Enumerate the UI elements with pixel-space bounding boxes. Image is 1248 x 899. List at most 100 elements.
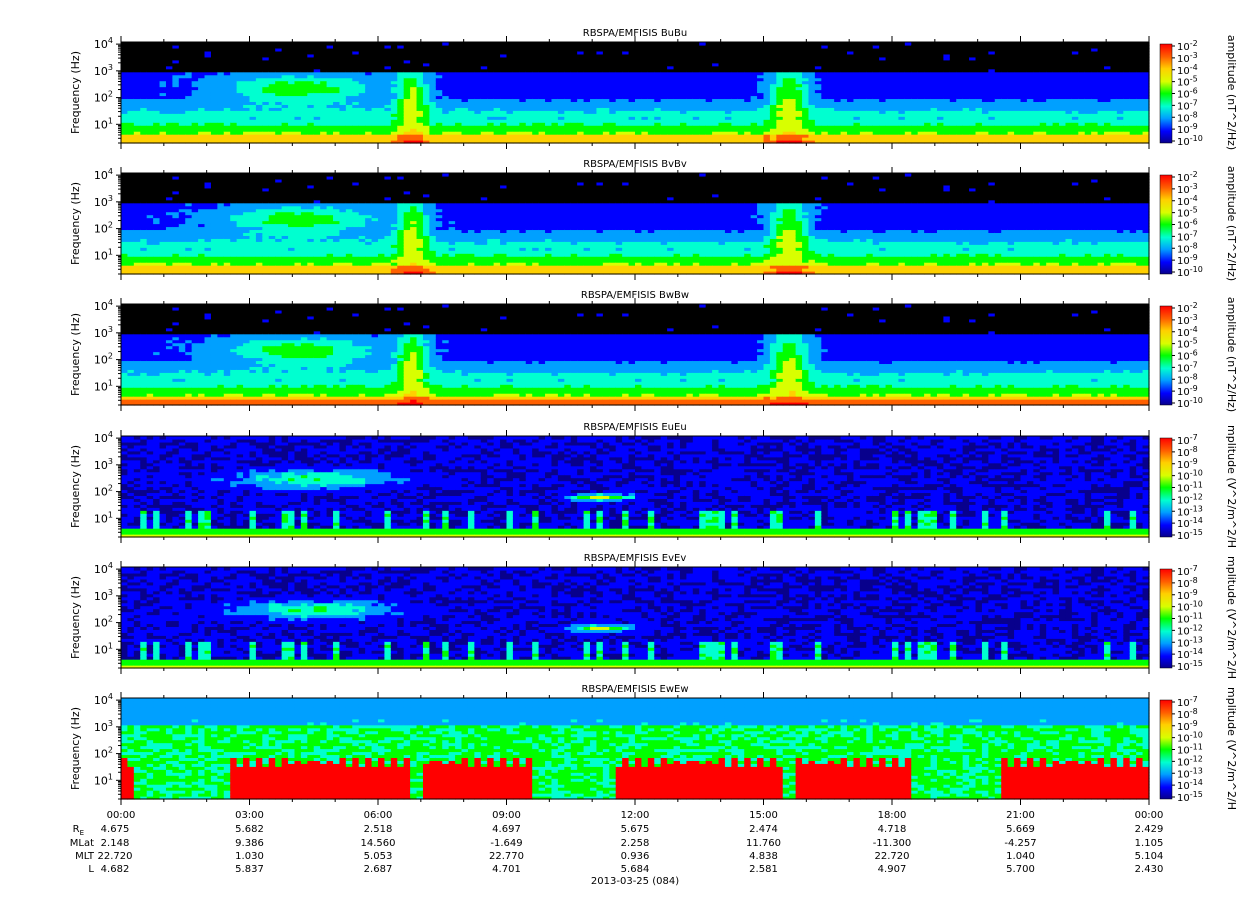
spectrogram-cell xyxy=(706,42,713,46)
spectrogram-cell xyxy=(699,42,706,46)
spectrogram-cell xyxy=(526,42,533,46)
spectrogram-cell xyxy=(455,42,462,46)
spectrogram-cell xyxy=(616,42,623,46)
spectrogram-cell xyxy=(147,42,154,46)
spectrogram-cell xyxy=(262,42,269,46)
spectrogram-cell xyxy=(404,42,411,46)
spectrogram-cell xyxy=(564,42,571,46)
spectrogram-cell xyxy=(609,42,616,46)
spectrogram-cell xyxy=(725,42,732,46)
spectrogram-cell xyxy=(121,42,128,46)
spectrogram-cell xyxy=(674,42,681,46)
spectrogram-cell xyxy=(288,42,295,46)
spectrogram-cell xyxy=(686,42,693,46)
spectrogram-cell xyxy=(719,42,726,46)
spectrogram-cell xyxy=(205,42,212,46)
spectrogram-cell xyxy=(127,42,134,46)
spectrogram-cell xyxy=(654,42,661,46)
spectrogram-cell xyxy=(166,42,173,46)
spectrogram-cell xyxy=(532,42,539,46)
spectrogram-cell xyxy=(282,42,289,46)
spectrogram-cell xyxy=(629,42,636,46)
spectrogram-cell xyxy=(301,42,308,46)
spectrogram-cell xyxy=(192,42,199,46)
spectrogram-cell xyxy=(269,42,276,46)
spectrogram-cell xyxy=(185,42,192,46)
spectrogram-cell xyxy=(436,42,443,46)
spectrogram-cell xyxy=(140,42,147,46)
spectrogram-cell xyxy=(487,42,494,46)
spectrogram-cell xyxy=(307,42,314,46)
spectrogram-cell xyxy=(757,42,764,46)
spectrogram-cell xyxy=(590,42,597,46)
spectrogram-cell xyxy=(693,42,700,46)
spectrogram-cell xyxy=(410,42,417,46)
spectrogram-cell xyxy=(494,42,501,46)
spectrogram-cell xyxy=(783,42,790,46)
spectrogram-cell xyxy=(519,42,526,46)
spectrogram-cells xyxy=(121,42,1150,144)
spectrogram-cell xyxy=(571,42,578,46)
spectrogram-cell xyxy=(770,42,777,46)
spectrogram-cell xyxy=(622,42,629,46)
spectrogram-cell xyxy=(648,42,655,46)
spectrogram-cell xyxy=(731,42,738,46)
spectrogram-cell xyxy=(468,42,475,46)
spectrogram-cell xyxy=(397,42,404,46)
spectrogram-cell xyxy=(584,42,591,46)
spectrogram-cell xyxy=(275,42,282,46)
spectrogram-cell xyxy=(474,42,481,46)
spectrogram-cell xyxy=(417,42,424,46)
spectrogram-cell xyxy=(423,42,430,46)
spectrogram-cell xyxy=(513,42,520,46)
spectrogram-cell xyxy=(661,42,668,46)
spectrogram-cell xyxy=(237,42,244,46)
spectrogram-cell xyxy=(172,42,179,46)
spectrogram-cell xyxy=(327,42,334,46)
spectrogram-cell xyxy=(243,42,250,46)
spectrogram-cell xyxy=(384,42,391,46)
spectrogram-cell xyxy=(352,42,359,46)
spectrogram-cell xyxy=(256,42,263,46)
spectrogram-cell xyxy=(250,42,257,46)
spectrogram-cell xyxy=(391,42,398,46)
spectrogram-cell xyxy=(712,42,719,46)
spectrogram-cell xyxy=(551,42,558,46)
spectrogram-cell xyxy=(359,42,366,46)
spectrogram-cell xyxy=(160,42,167,46)
spectrogram-cell xyxy=(365,42,372,46)
spectrogram-cell xyxy=(667,42,674,46)
spectrogram-cell xyxy=(346,42,353,46)
spectrogram-cell xyxy=(603,42,610,46)
spectrogram-cell xyxy=(802,42,809,46)
spectrogram-cell xyxy=(596,42,603,46)
spectrogram-panel: RBSPA/EMFISIS BuBu101102103104Frequency … xyxy=(69,28,1238,150)
spectrogram-cell xyxy=(796,42,803,46)
spectrogram-cell xyxy=(449,42,456,46)
spectrogram-cell xyxy=(378,42,385,46)
spectrogram-cell xyxy=(751,42,758,46)
spectrogram-cell xyxy=(153,42,160,46)
spectrogram-cell xyxy=(507,42,514,46)
spectrogram-cell xyxy=(429,42,436,46)
spectrogram-cell xyxy=(314,42,321,46)
spectrogram-cell xyxy=(764,42,771,46)
spectrogram-cell xyxy=(789,42,796,46)
spectrogram-cell xyxy=(211,42,218,46)
spectrogram-cell xyxy=(539,42,546,46)
spectrogram-cell xyxy=(198,42,205,46)
spectrogram-cell xyxy=(481,42,488,46)
spectrogram-cell xyxy=(294,42,301,46)
spectrogram-cell xyxy=(462,42,469,46)
spectrogram-cell xyxy=(558,42,565,46)
spectrogram-cell xyxy=(179,42,186,46)
spectrogram-cell xyxy=(577,42,584,46)
spectrogram-cell xyxy=(635,42,642,46)
spectrogram-cell xyxy=(680,42,687,46)
spectrogram-cell xyxy=(333,42,340,46)
spectrogram-cell xyxy=(641,42,648,46)
spectrogram-cell xyxy=(217,42,224,46)
spectrogram-cell xyxy=(134,42,141,46)
spectrogram-cell xyxy=(500,42,507,46)
